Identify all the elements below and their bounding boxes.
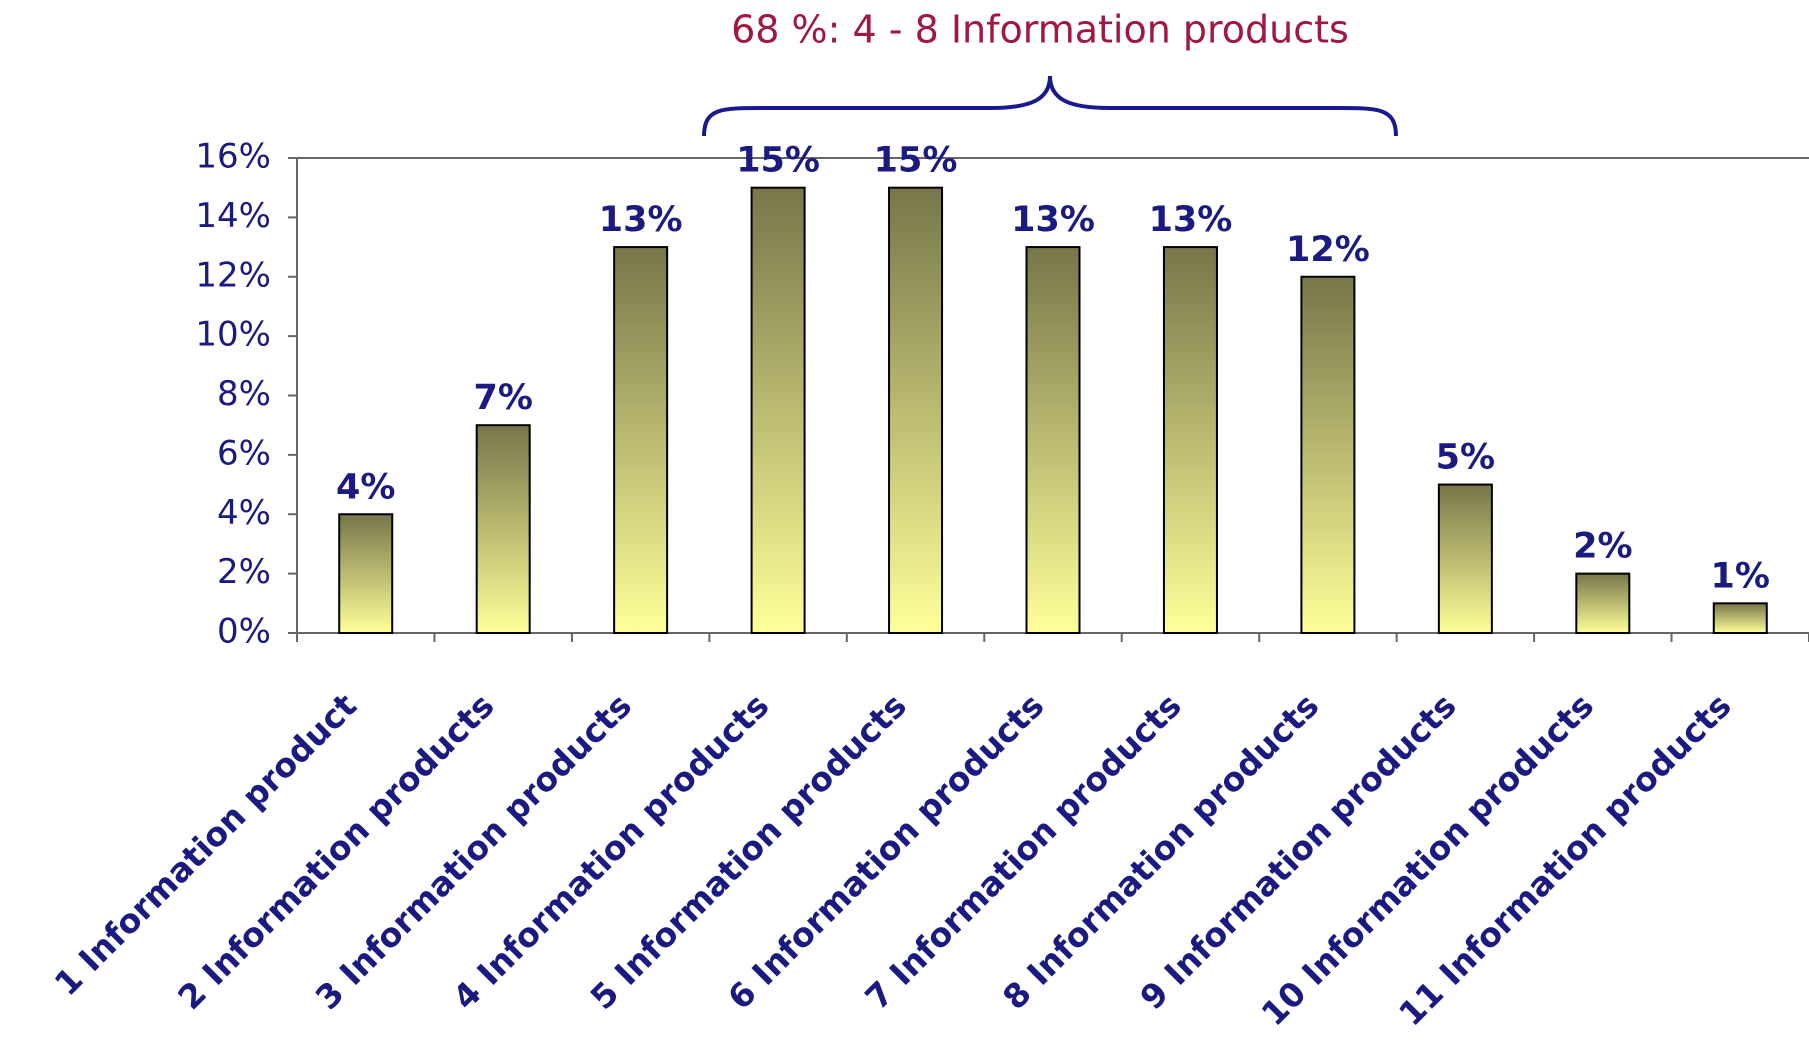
value-label: 13% bbox=[1149, 200, 1233, 240]
y-tick-label: 14% bbox=[195, 196, 271, 236]
bar bbox=[1575, 572, 1631, 634]
brace bbox=[702, 75, 1398, 137]
bar bbox=[1162, 246, 1218, 634]
y-tick-label: 10% bbox=[195, 315, 271, 355]
annotation: 68 %: 4 - 8 Information products bbox=[731, 8, 1349, 52]
bar bbox=[1300, 275, 1356, 634]
value-label: 4% bbox=[336, 467, 395, 507]
bar bbox=[1437, 483, 1493, 634]
y-tick-label: 16% bbox=[195, 137, 271, 177]
y-tick-label: 2% bbox=[217, 552, 271, 592]
bar bbox=[888, 186, 944, 634]
value-label: 15% bbox=[874, 141, 958, 181]
bar bbox=[750, 186, 806, 634]
value-label: 1% bbox=[1711, 556, 1770, 596]
value-label: 5% bbox=[1436, 438, 1495, 478]
value-label: 15% bbox=[736, 141, 820, 181]
y-tick-label: 4% bbox=[217, 493, 271, 533]
value-label: 2% bbox=[1573, 527, 1632, 567]
y-tick-label: 12% bbox=[195, 255, 271, 295]
y-tick-label: 0% bbox=[217, 612, 271, 652]
y-tick-label: 6% bbox=[217, 433, 271, 473]
y-tick-label: 8% bbox=[217, 374, 271, 414]
value-label: 7% bbox=[473, 378, 532, 418]
bar bbox=[1712, 602, 1768, 634]
bar bbox=[338, 513, 394, 634]
bar bbox=[475, 424, 531, 634]
value-label: 13% bbox=[599, 200, 683, 240]
bar bbox=[1025, 246, 1081, 634]
bar bbox=[613, 246, 669, 634]
value-label: 12% bbox=[1286, 230, 1370, 270]
value-label: 13% bbox=[1011, 200, 1095, 240]
